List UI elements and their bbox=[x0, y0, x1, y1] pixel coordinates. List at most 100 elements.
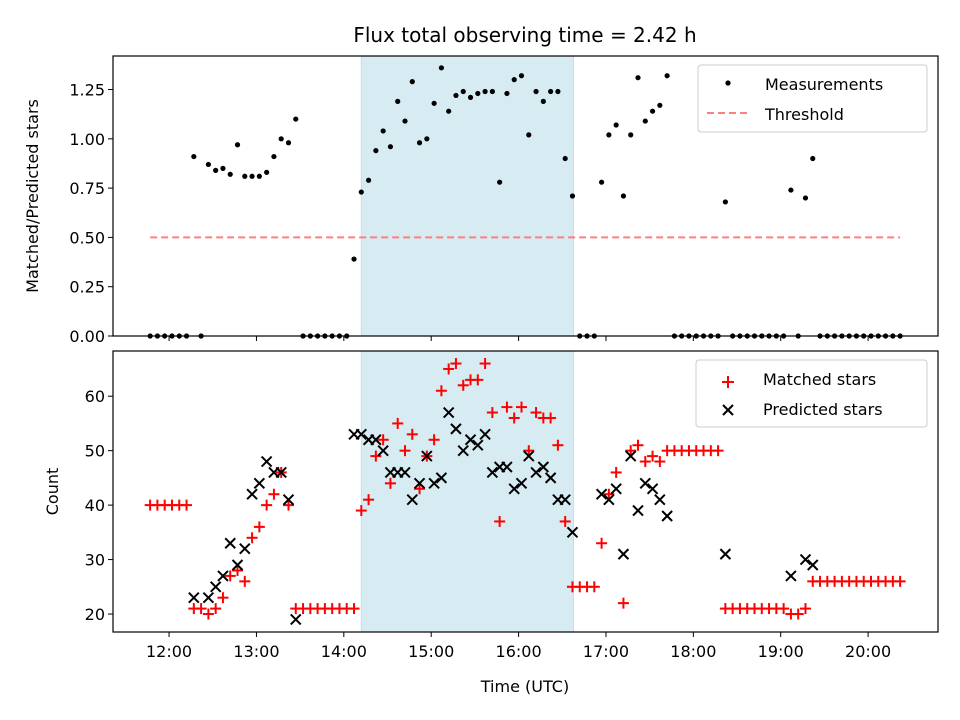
matched-star-point bbox=[384, 477, 396, 489]
bottom-axes-frame bbox=[112, 350, 939, 633]
measurement-point bbox=[533, 88, 539, 95]
legend-label-measurements: Measurements bbox=[765, 75, 883, 94]
x-axis-label: Time (UTC) bbox=[480, 677, 569, 696]
bottom-ytick-label: 40 bbox=[85, 496, 105, 515]
predicted-star-point bbox=[559, 493, 571, 506]
matched-star-point bbox=[363, 494, 375, 506]
predicted-star-point bbox=[188, 591, 200, 604]
bottom-ytick-label: 60 bbox=[85, 387, 105, 406]
legend-matched-plus-icon bbox=[722, 376, 734, 388]
matched-star-point bbox=[348, 603, 360, 615]
predicted-star-point bbox=[544, 472, 557, 484]
predicted-star-point bbox=[399, 466, 411, 479]
matched-star-point bbox=[625, 445, 637, 457]
measurement-point bbox=[635, 75, 641, 81]
bottom-xtick-label: 20:00 bbox=[845, 642, 891, 661]
bottom-xtick-label: 16:00 bbox=[496, 642, 542, 661]
predicted-star-point bbox=[603, 493, 615, 506]
predicted-star-point bbox=[486, 466, 499, 479]
measurement-point bbox=[526, 132, 532, 138]
predicted-star-point bbox=[442, 406, 455, 419]
predicted-star-point bbox=[428, 477, 440, 490]
measurement-point bbox=[380, 128, 386, 134]
predicted-star-point bbox=[610, 483, 622, 495]
measurement-point bbox=[489, 88, 495, 95]
bottom-legend-box bbox=[695, 359, 928, 428]
matched-star-point bbox=[246, 532, 258, 544]
predicted-star-point bbox=[435, 472, 448, 484]
matched-star-point bbox=[508, 412, 520, 424]
measurement-point bbox=[264, 169, 270, 175]
matched-star-point bbox=[654, 456, 666, 468]
bottom-ytick-label: 50 bbox=[85, 442, 105, 461]
bottom-xtick-label: 13:00 bbox=[233, 642, 279, 661]
matched-star-point bbox=[712, 445, 724, 457]
top-y-axis-label: Matched/Predicted stars bbox=[23, 99, 42, 293]
matched-star-point bbox=[224, 570, 236, 582]
matched-star-point bbox=[210, 603, 222, 615]
matched-star-point bbox=[181, 499, 193, 511]
matched-star-point bbox=[457, 379, 469, 391]
predicted-star-point bbox=[472, 439, 484, 451]
predicted-star-point bbox=[515, 477, 528, 490]
predicted-star-point bbox=[537, 461, 550, 473]
matched-star-point bbox=[523, 445, 535, 457]
predicted-star-point bbox=[246, 488, 258, 500]
predicted-star-point bbox=[413, 477, 426, 490]
matched-star-point bbox=[894, 575, 906, 587]
bottom-xtick-label: 15:00 bbox=[408, 642, 454, 661]
predicted-star-point bbox=[530, 466, 542, 479]
matched-star-point bbox=[530, 407, 542, 419]
matched-star-point bbox=[406, 428, 418, 440]
measurement-point bbox=[438, 65, 444, 71]
measurement-point bbox=[788, 187, 794, 193]
top-ytick-label: 0.00 bbox=[69, 327, 105, 346]
top-ytick-label: 0.25 bbox=[69, 278, 105, 297]
measurement-point bbox=[475, 90, 481, 97]
measurement-point bbox=[242, 173, 248, 179]
bottom-xtick-label: 18:00 bbox=[670, 642, 716, 661]
predicted-star-point bbox=[421, 450, 433, 462]
measurement-point bbox=[271, 153, 277, 160]
matched-star-point bbox=[450, 358, 462, 370]
measurement-point bbox=[256, 173, 262, 179]
matched-star-point bbox=[799, 603, 811, 615]
measurement-point bbox=[504, 90, 510, 97]
top-legend: Measurements Threshold bbox=[697, 64, 928, 133]
matched-star-point bbox=[486, 407, 498, 419]
matched-star-point bbox=[392, 417, 404, 429]
legend-label-matched: Matched stars bbox=[763, 370, 876, 389]
predicted-star-point bbox=[377, 444, 389, 457]
matched-star-point bbox=[443, 363, 455, 375]
matched-star-point bbox=[559, 515, 571, 527]
predicted-star-point bbox=[370, 434, 382, 446]
bottom-xtick-label: 17:00 bbox=[583, 642, 629, 661]
measurement-point bbox=[620, 193, 627, 199]
matched-star-point bbox=[195, 603, 207, 615]
predicted-star-point bbox=[282, 493, 295, 506]
predicted-star-point bbox=[595, 488, 608, 500]
predicted-star-point bbox=[799, 553, 812, 566]
measurement-point bbox=[453, 92, 459, 99]
matched-star-point bbox=[596, 537, 608, 549]
predicted-star-point bbox=[566, 526, 579, 539]
predicted-star-point bbox=[290, 613, 302, 626]
measurement-point bbox=[351, 256, 357, 262]
matched-star-point bbox=[355, 505, 367, 517]
predicted-star-point bbox=[639, 477, 651, 490]
measurement-point bbox=[497, 179, 503, 185]
predicted-star-point bbox=[239, 542, 251, 555]
predicted-star-point bbox=[253, 477, 266, 490]
predicted-star-point bbox=[661, 510, 673, 522]
measurement-point bbox=[562, 155, 568, 162]
top-axes-frame bbox=[112, 55, 939, 337]
bottom-ytick-label: 30 bbox=[85, 551, 105, 570]
matched-star-point bbox=[515, 401, 527, 413]
predicted-star-point bbox=[275, 466, 287, 479]
predicted-star-point bbox=[646, 483, 659, 495]
measurement-point bbox=[628, 132, 634, 138]
bottom-panel: 20 30 40 50 60 12:00 13:00 14:00 15:00 16:00 17:0… bbox=[43, 350, 939, 696]
matched-star-point bbox=[239, 575, 251, 587]
matched-star-point bbox=[232, 564, 244, 576]
